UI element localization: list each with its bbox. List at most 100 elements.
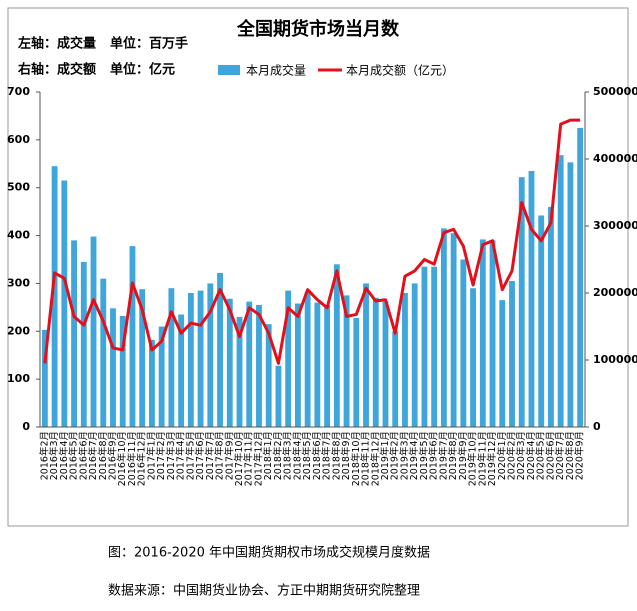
y2-tick-label: 0	[593, 420, 601, 433]
x-tick-label: 2018年10月	[350, 431, 362, 486]
x-tick-label: 2016年10月	[116, 431, 128, 486]
bar	[324, 304, 331, 427]
x-tick-label: 2017年4月	[175, 431, 187, 480]
bar	[392, 331, 399, 427]
bar	[421, 266, 428, 427]
x-tick-label: 2019年1月	[379, 431, 391, 480]
bar	[129, 246, 136, 427]
bar	[518, 177, 525, 427]
x-tick-label: 2017年6月	[194, 431, 206, 480]
bar	[460, 259, 467, 427]
bar	[567, 162, 574, 427]
bar	[528, 170, 535, 427]
x-tick-label: 2016年9月	[106, 431, 118, 480]
right-axis-unit: 单位：亿元	[110, 62, 175, 78]
x-tick-label: 2020年4月	[525, 431, 537, 480]
bar	[294, 303, 301, 427]
x-tick-label: 2019年6月	[428, 431, 440, 480]
x-tick-label: 2017年1月	[145, 431, 157, 480]
x-tick-label: 2018年9月	[340, 431, 352, 480]
bar	[470, 288, 476, 427]
bar	[382, 301, 389, 427]
x-tick-label: 2017年12月	[252, 431, 264, 486]
y-tick-label: 700	[7, 85, 30, 98]
x-tick-label: 2018年8月	[330, 431, 342, 480]
x-tick-label: 2017年5月	[184, 431, 196, 480]
bar	[509, 281, 515, 427]
bar	[90, 236, 97, 427]
x-tick-label: 2018年12月	[369, 431, 381, 486]
y-tick-label: 300	[7, 276, 30, 289]
x-tick-label: 2019年8月	[447, 431, 459, 480]
bar	[217, 272, 223, 427]
x-tick-label: 2017年3月	[165, 431, 177, 480]
bar	[450, 233, 457, 427]
x-tick-label: 2020年8月	[564, 431, 576, 480]
y-tick-label: 500	[7, 181, 30, 194]
bar	[61, 180, 68, 427]
y-tick-label: 400	[7, 229, 30, 242]
bar	[168, 288, 175, 427]
x-tick-label: 2019年9月	[457, 431, 469, 480]
x-tick-label: 2019年3月	[398, 431, 410, 480]
bar	[256, 304, 262, 427]
bar	[207, 283, 214, 427]
bar	[440, 228, 447, 427]
x-tick-label: 2020年6月	[544, 431, 556, 480]
bar	[226, 298, 233, 427]
bar	[343, 295, 350, 427]
x-tick-label: 2019年2月	[389, 431, 401, 480]
bar	[557, 155, 564, 427]
bar	[489, 240, 496, 427]
bar	[110, 308, 116, 427]
x-tick-label: 2018年7月	[321, 431, 333, 480]
x-tick-label: 2016年5月	[68, 431, 80, 480]
x-tick-label: 2016年11月	[126, 431, 138, 486]
bar	[333, 264, 340, 427]
legend-label: 本月成交量	[246, 63, 306, 78]
bar	[285, 290, 292, 427]
y2-tick-label: 400000	[593, 152, 637, 165]
x-tick-label: 2019年4月	[408, 431, 420, 480]
y2-tick-label: 200000	[593, 286, 637, 299]
x-tick-label: 2018年11月	[360, 431, 372, 486]
chart-title: 全国期货市场当月数	[236, 18, 400, 40]
bar	[71, 240, 77, 427]
bar	[577, 127, 584, 428]
bar	[51, 166, 58, 427]
bar	[363, 283, 369, 427]
x-tick-label: 2018年6月	[311, 431, 323, 480]
caption: 图：2016-2020 年中国期货期权市场成交规模月度数据	[108, 545, 430, 561]
x-tick-label: 2020年3月	[515, 431, 527, 480]
x-tick-label: 2016年12月	[136, 431, 148, 486]
legend-label: 本月成交额（亿元）	[346, 63, 454, 78]
bar	[139, 289, 146, 427]
bar	[236, 316, 243, 427]
bar	[499, 300, 506, 427]
x-tick-label: 2016年3月	[48, 431, 60, 480]
bar	[353, 317, 360, 427]
bar	[158, 326, 165, 427]
x-tick-label: 2018年5月	[301, 431, 313, 480]
x-tick-label: 2017年11月	[243, 431, 255, 486]
x-tick-label: 2019年10月	[467, 431, 479, 486]
x-tick-label: 2019年11月	[476, 431, 488, 486]
x-tick-label: 2019年5月	[418, 431, 430, 480]
x-tick-label: 2017年2月	[155, 431, 167, 480]
x-tick-label: 2017年10月	[233, 431, 245, 486]
line	[43, 118, 581, 365]
bar	[149, 339, 155, 427]
x-tick-label: 2019年7月	[437, 431, 449, 480]
x-tick-label: 2017年7月	[204, 431, 216, 480]
x-tick-label: 2020年9月	[574, 431, 586, 480]
bar	[41, 329, 48, 427]
bar	[80, 261, 87, 427]
x-tick-label: 2020年5月	[535, 431, 547, 480]
bar	[314, 302, 321, 427]
bar	[275, 365, 282, 427]
x-tick-label: 2016年8月	[97, 431, 109, 480]
left-axis-unit: 单位：百万手	[110, 36, 188, 52]
bar	[431, 266, 438, 427]
